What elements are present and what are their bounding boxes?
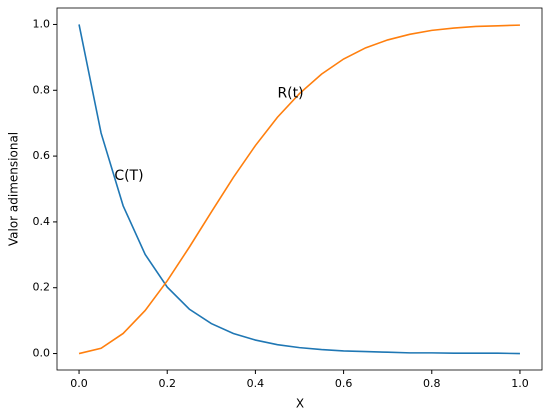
y-tick-label: 0.2 bbox=[33, 281, 51, 294]
x-tick-label: 0.8 bbox=[423, 377, 441, 390]
y-tick-label: 0.8 bbox=[33, 83, 51, 96]
plot-frame bbox=[56, 7, 543, 371]
x-tick-label: 0.0 bbox=[70, 377, 88, 390]
x-tick-label: 0.6 bbox=[335, 377, 353, 390]
x-tick-label: 1.0 bbox=[511, 377, 529, 390]
y-axis-label: Valor adimensional bbox=[7, 132, 21, 246]
y-tick-label: 1.0 bbox=[33, 17, 51, 30]
annotation: C(T) bbox=[114, 168, 143, 184]
line bbox=[78, 24, 520, 355]
x-tick-label: 0.2 bbox=[158, 377, 176, 390]
y-tick-label: 0.4 bbox=[33, 215, 51, 228]
x-tick-label: 0.4 bbox=[247, 377, 265, 390]
y-tick-label: 0.6 bbox=[33, 149, 51, 162]
line bbox=[78, 24, 520, 355]
annotation: R(t) bbox=[277, 86, 303, 102]
y-tick-label: 0.0 bbox=[33, 347, 51, 360]
x-axis-label: X bbox=[296, 397, 304, 411]
